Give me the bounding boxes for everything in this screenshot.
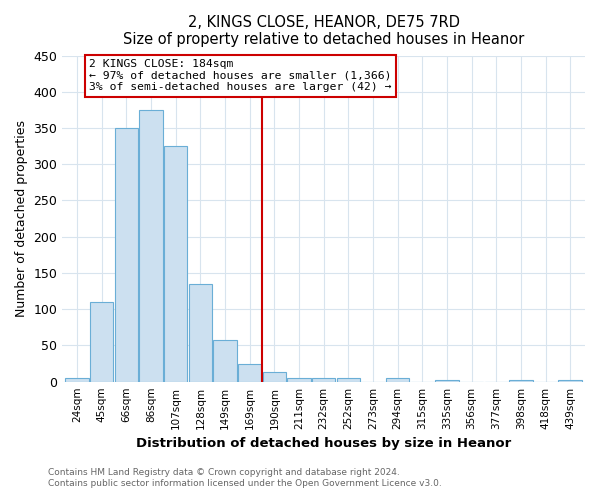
Bar bbox=[90, 302, 113, 382]
Y-axis label: Number of detached properties: Number of detached properties bbox=[15, 120, 28, 317]
Bar bbox=[386, 378, 409, 382]
Bar bbox=[509, 380, 533, 382]
Bar bbox=[164, 146, 187, 382]
Bar bbox=[65, 378, 89, 382]
Bar bbox=[188, 284, 212, 382]
Bar bbox=[559, 380, 582, 382]
X-axis label: Distribution of detached houses by size in Heanor: Distribution of detached houses by size … bbox=[136, 437, 511, 450]
Bar bbox=[435, 380, 458, 382]
Bar bbox=[115, 128, 138, 382]
Bar bbox=[263, 372, 286, 382]
Bar bbox=[337, 378, 360, 382]
Text: 2 KINGS CLOSE: 184sqm
← 97% of detached houses are smaller (1,366)
3% of semi-de: 2 KINGS CLOSE: 184sqm ← 97% of detached … bbox=[89, 59, 392, 92]
Bar bbox=[214, 340, 237, 382]
Bar bbox=[312, 378, 335, 382]
Title: 2, KINGS CLOSE, HEANOR, DE75 7RD
Size of property relative to detached houses in: 2, KINGS CLOSE, HEANOR, DE75 7RD Size of… bbox=[123, 15, 524, 48]
Bar bbox=[287, 378, 311, 382]
Bar bbox=[238, 364, 262, 382]
Bar bbox=[139, 110, 163, 382]
Text: Contains HM Land Registry data © Crown copyright and database right 2024.
Contai: Contains HM Land Registry data © Crown c… bbox=[48, 468, 442, 487]
